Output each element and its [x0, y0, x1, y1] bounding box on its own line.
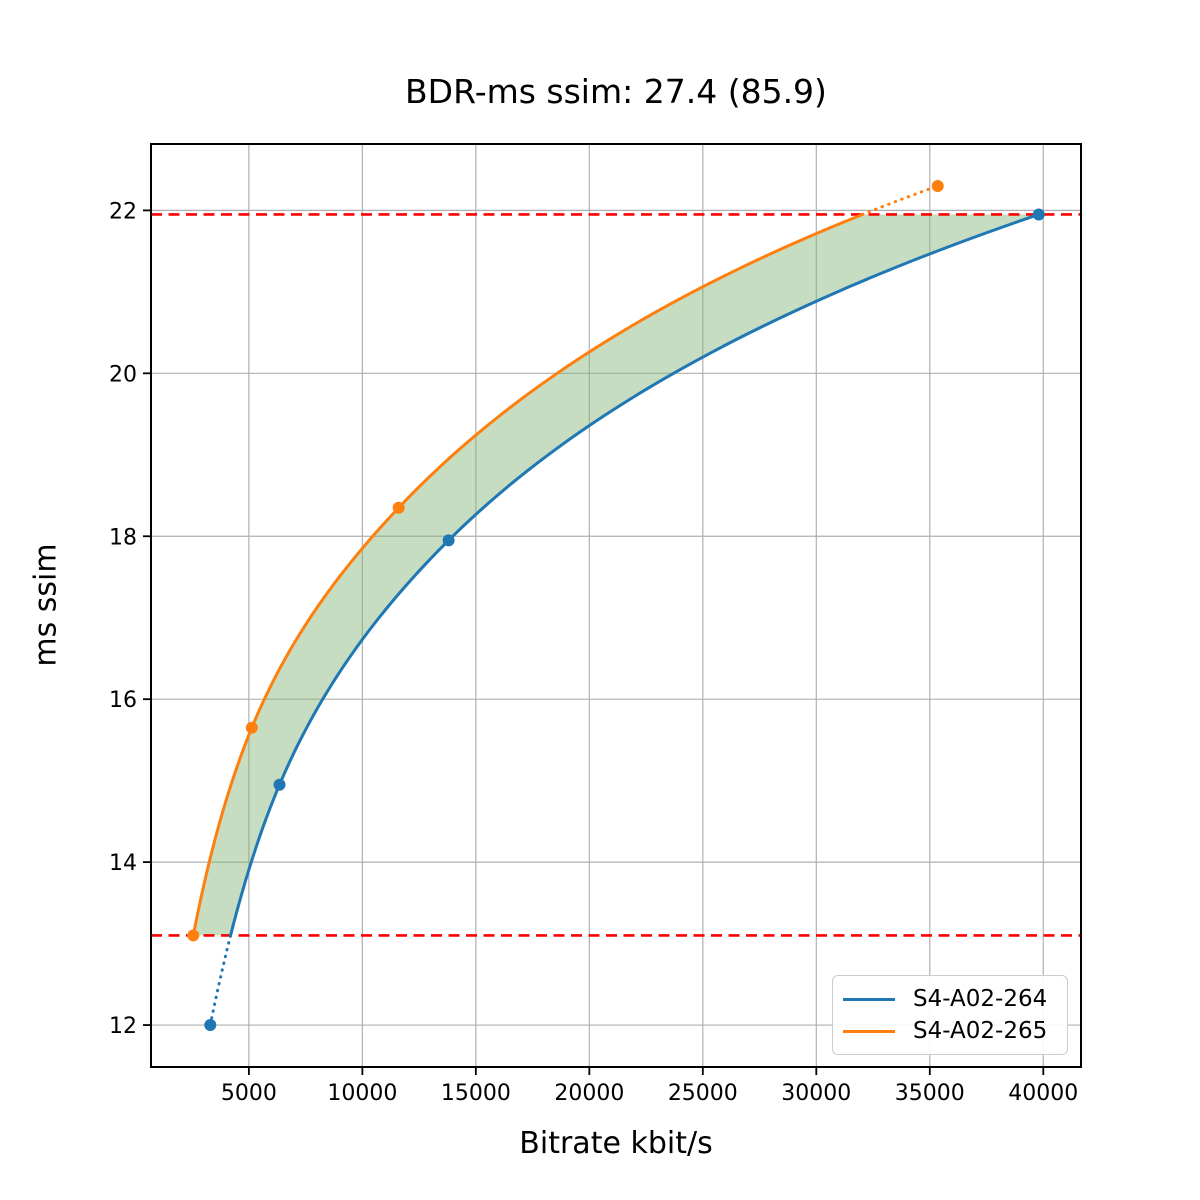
legend-label: S4-A02-264: [913, 986, 1048, 1012]
legend-item-s4-a02-264: S4-A02-264: [843, 986, 1057, 1012]
data-point-S4-A02-264: [442, 534, 455, 547]
legend-line-sample-orange: [843, 1029, 895, 1033]
curve-dotted-S4-A02-264: [208, 933, 233, 1027]
data-point-S4-A02-265: [392, 501, 405, 514]
x-tick-label: 5000: [221, 1081, 277, 1106]
data-point-S4-A02-265: [931, 179, 944, 192]
x-axis-label: Bitrate kbit/s: [519, 1126, 713, 1161]
legend: S4-A02-264 S4-A02-265: [832, 975, 1068, 1055]
x-tick-label: 15000: [441, 1081, 511, 1106]
y-tick-label: 22: [109, 199, 137, 224]
x-tick-label: 30000: [781, 1081, 851, 1106]
legend-item-s4-a02-265: S4-A02-265: [843, 1018, 1057, 1044]
y-tick-label: 20: [109, 362, 137, 387]
y-tick-label: 12: [109, 1014, 137, 1039]
data-point-S4-A02-265: [245, 721, 258, 734]
y-tick-label: 16: [109, 688, 137, 713]
legend-line-sample-blue: [843, 997, 895, 1001]
axes-border: [150, 143, 1082, 1068]
x-tick-label: 35000: [895, 1081, 965, 1106]
chart-title: BDR-ms ssim: 27.4 (85.9): [405, 72, 827, 111]
bd-region-fill: [193, 214, 1039, 936]
x-tick-label: 25000: [668, 1081, 738, 1106]
curve-dotted-S4-A02-265: [861, 184, 940, 216]
x-tick-label: 10000: [327, 1081, 397, 1106]
x-tick-label: 20000: [554, 1081, 624, 1106]
data-point-S4-A02-264: [273, 778, 286, 791]
y-axis-label: ms ssim: [28, 543, 64, 667]
curve-S4-A02-265: [191, 212, 865, 937]
legend-label: S4-A02-265: [913, 1018, 1048, 1044]
data-point-S4-A02-264: [204, 1019, 217, 1032]
data-point-S4-A02-264: [1032, 208, 1045, 221]
y-tick-label: 14: [109, 851, 137, 876]
curve-S4-A02-264: [229, 212, 1041, 937]
y-tick-label: 18: [109, 525, 137, 550]
x-tick-label: 40000: [1008, 1081, 1078, 1106]
data-point-S4-A02-265: [187, 929, 200, 942]
